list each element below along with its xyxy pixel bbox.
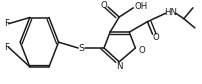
Text: F: F (4, 19, 9, 28)
Text: OH: OH (135, 2, 148, 11)
Text: O: O (138, 46, 145, 55)
Text: N: N (116, 62, 122, 71)
Text: O: O (100, 1, 107, 10)
Text: O: O (153, 33, 160, 42)
Text: S: S (79, 44, 85, 52)
Text: HN: HN (164, 7, 177, 17)
Text: F: F (4, 43, 9, 52)
